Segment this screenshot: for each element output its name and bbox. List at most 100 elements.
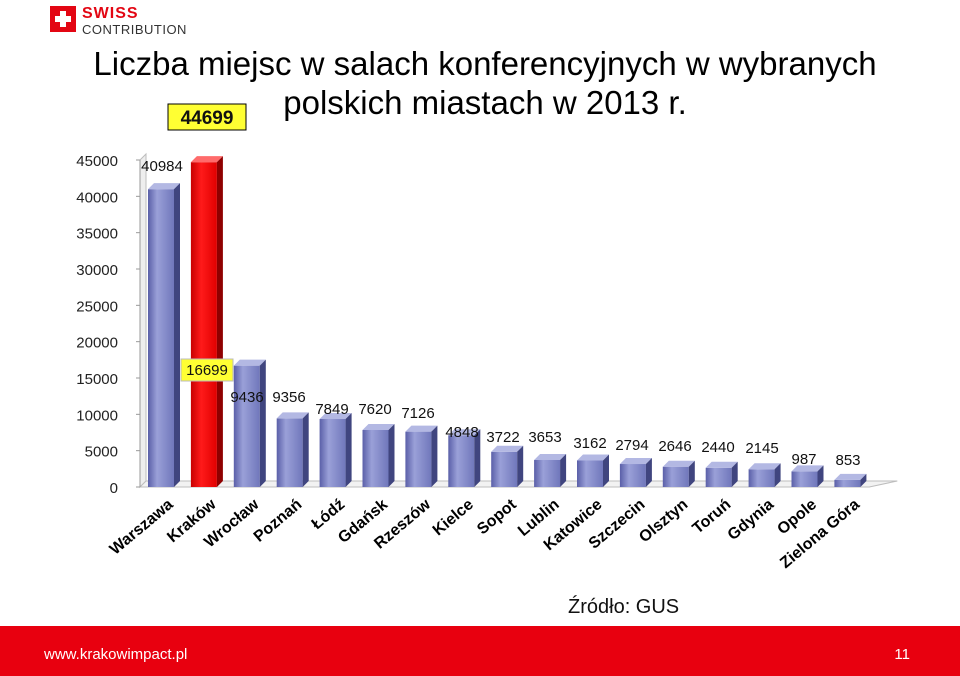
bar-top-face	[577, 454, 609, 461]
bar-toruń	[705, 467, 732, 487]
bar-gdańsk	[362, 429, 389, 487]
bar-side-face	[216, 156, 223, 488]
bar-side-face	[731, 461, 738, 487]
bar-side-face	[560, 453, 567, 487]
footer-bar: www.krakowimpact.pl 11	[0, 626, 960, 676]
bar-top-face	[448, 429, 481, 436]
page-number: 11	[894, 646, 910, 663]
x-tick-label: Kielce	[430, 496, 477, 539]
bar-top-face	[276, 412, 309, 419]
x-tick-label: Olsztyn	[636, 496, 691, 546]
data-label: 7620	[358, 401, 391, 418]
bar-top-face	[319, 413, 352, 420]
bar-top-face	[534, 453, 567, 460]
y-tick-label: 5000	[85, 444, 118, 461]
data-label: 9356	[272, 389, 305, 406]
bar-side-face	[603, 454, 609, 487]
swiss-cross-icon	[50, 6, 76, 32]
x-tick-label: Poznań	[251, 496, 306, 546]
data-label: 16699	[186, 362, 228, 379]
bar-poznań	[276, 418, 303, 487]
bar-top-face	[405, 425, 438, 432]
x-tick-label: Gdynia	[725, 496, 778, 544]
bar-top-face	[662, 460, 695, 467]
bar-rzeszów	[405, 431, 432, 487]
bar-side-face	[302, 412, 309, 487]
data-label: 40984	[141, 158, 183, 175]
data-label: 3653	[528, 429, 561, 446]
bar-zielona-góra	[834, 479, 861, 487]
page-title: Liczba miejsc w salach konferencyjnych w…	[60, 44, 910, 122]
bar-kielce	[448, 435, 475, 487]
bar-side-face	[431, 425, 438, 487]
bar-sopot	[491, 451, 518, 487]
y-tick-label: 20000	[76, 335, 118, 352]
bar-top-face	[233, 359, 266, 366]
bar-opole	[791, 471, 818, 487]
title-line-1: Liczba miejsc w salach konferencyjnych w…	[93, 45, 877, 82]
data-label: 2646	[658, 438, 691, 455]
y-tick-label: 35000	[76, 226, 118, 243]
data-label-box	[167, 103, 247, 131]
x-tick-label: Sopot	[474, 496, 520, 539]
x-tick-label: Warszawa	[107, 496, 177, 558]
bar-wrocław	[233, 365, 260, 487]
bar-katowice	[577, 460, 603, 487]
bar-top-face	[491, 445, 524, 452]
data-label: 853	[835, 452, 860, 469]
bar-side-face	[817, 465, 824, 487]
data-label: 3162	[573, 435, 606, 452]
bar-side-face	[517, 445, 524, 487]
logo-text-contribution: CONTRIBUTION	[82, 22, 187, 37]
data-label: 4848	[445, 424, 478, 441]
bar-top-face	[362, 423, 395, 430]
bar-warszawa	[148, 189, 174, 488]
bar-side-face	[774, 463, 781, 487]
bar-top-face	[619, 458, 652, 465]
bar-top-face	[148, 183, 180, 190]
bar-gdynia	[748, 469, 775, 487]
bar-top-face	[190, 156, 223, 163]
data-label: 7849	[315, 401, 348, 418]
data-label: 44699	[181, 108, 234, 129]
data-label: 7126	[401, 405, 434, 422]
footer-url[interactable]: www.krakowimpact.pl	[44, 646, 188, 663]
bar-side-face	[688, 460, 695, 487]
bar-top-face	[748, 463, 781, 470]
bar-side-face	[474, 429, 481, 487]
y-tick-label: 30000	[76, 262, 118, 279]
source-note: Źródło: GUS	[568, 596, 680, 618]
y-tick-label: 15000	[76, 371, 118, 388]
data-label: 2794	[615, 437, 648, 454]
bar-side-face	[645, 458, 652, 487]
title-line-2: polskich miastach w 2013 r.	[283, 84, 687, 121]
bar-side-face	[345, 413, 352, 487]
logo-text-swiss: SWISS	[82, 5, 139, 22]
bar-kraków	[190, 162, 217, 488]
bar-olsztyn	[662, 466, 689, 487]
bar-łódź	[319, 419, 346, 487]
data-label: 2145	[745, 440, 778, 457]
y-tick-label: 45000	[76, 153, 118, 170]
bar-side-face	[860, 473, 867, 487]
y-tick-label: 0	[110, 480, 118, 497]
data-label-box	[180, 358, 234, 382]
y-tick-label: 10000	[76, 407, 118, 424]
data-label: 9436	[230, 389, 263, 406]
bar-lublin	[534, 459, 561, 487]
bar-top-face	[791, 465, 824, 472]
bar-side-face	[259, 359, 266, 487]
bar-side-face	[174, 183, 180, 488]
data-label: 2440	[701, 439, 734, 456]
y-tick-label: 40000	[76, 189, 118, 206]
y-tick-label: 25000	[76, 298, 118, 315]
bar-szczecin	[619, 464, 646, 487]
data-label: 987	[791, 451, 816, 468]
bar-top-face	[834, 473, 867, 480]
bar-top-face	[705, 461, 738, 468]
data-label: 3722	[486, 429, 519, 446]
chart-side-wall	[139, 152, 147, 489]
logo: SWISS CONTRIBUTION	[50, 5, 210, 40]
bar-side-face	[388, 423, 395, 487]
